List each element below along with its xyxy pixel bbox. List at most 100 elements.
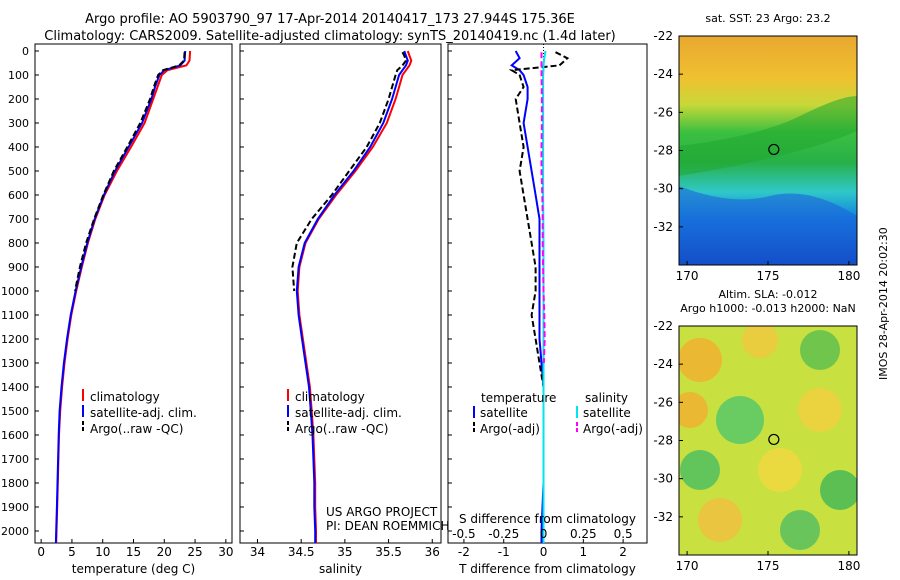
y-tick-label: -26 — [653, 105, 673, 119]
x-tick-label: 34 — [250, 545, 265, 559]
x-tick-label: 1 — [579, 545, 587, 559]
argo-location-marker — [768, 143, 780, 156]
y-tick-label: -26 — [653, 395, 673, 409]
sst-cold-patch — [679, 186, 857, 265]
annotation-project: US ARGO PROJECT — [326, 505, 438, 519]
argo-location-marker — [768, 433, 780, 446]
panel-differences: -2 -1 0 1 2 T difference from climatology temp… — [447, 43, 648, 576]
imos-timestamp: IMOS 28-Apr-2014 20:02:30 — [877, 227, 890, 380]
y-tick-label: 100 — [8, 69, 29, 82]
s-tick-label: 0.5 — [614, 527, 633, 541]
x-axis-label: salinity — [319, 562, 362, 576]
sla-blob — [680, 450, 720, 490]
legend-label: Argo(-adj) — [480, 422, 540, 436]
x-tick-label: 2 — [619, 545, 627, 559]
panel-frame — [34, 43, 233, 544]
x-tick-label: 170 — [676, 269, 699, 283]
panel-salinity: 34 34.5 35 35.5 36 salinity climatology satelli… — [239, 43, 449, 576]
series-line-1 — [508, 51, 570, 388]
x-tick-label: -1 — [498, 545, 510, 559]
series-line-3 — [540, 52, 546, 364]
x-tick-label: -2 — [458, 545, 470, 559]
y-tick-label: 800 — [8, 237, 29, 250]
y-tick-label: -32 — [653, 510, 673, 524]
legend-label: satellite-adj. clim. — [90, 406, 197, 420]
y-tick-label: 300 — [8, 117, 29, 130]
y-tick-label: 1700 — [1, 453, 29, 466]
x-axis-label: T difference from climatology — [458, 562, 636, 576]
y-tick-label: 1100 — [1, 309, 29, 322]
x-tick-label: 175 — [757, 559, 780, 573]
y-tick-label: 2000 — [1, 525, 29, 538]
sla-blob — [679, 392, 708, 428]
figure-title-line1: Argo profile: AO 5903790_97 17-Apr-2014 … — [85, 12, 575, 27]
y-tick-label: -30 — [653, 182, 673, 196]
y-tick-label: -24 — [653, 357, 673, 371]
y-tick-label: 1800 — [1, 477, 29, 490]
map-subtitle: Argo h1000: -0.013 h2000: NaN — [680, 302, 856, 315]
s-tick-label: 0.25 — [570, 527, 597, 541]
x-tick-label: 25 — [187, 545, 202, 559]
sla-blob — [798, 388, 842, 432]
y-tick-label: 1200 — [1, 333, 29, 346]
sla-blob — [758, 448, 802, 492]
x-tick-label: 180 — [837, 269, 860, 283]
y-tick-label: 1500 — [1, 405, 29, 418]
y-tick-label: -24 — [653, 67, 673, 81]
series-line-1 — [54, 50, 187, 544]
sla-blob — [716, 396, 764, 444]
y-tick-label: 400 — [8, 141, 29, 154]
y-tick-label: -32 — [653, 220, 673, 234]
y-tick-label: -22 — [653, 29, 673, 43]
x-tick-label: 15 — [126, 545, 141, 559]
x-tick-label: 180 — [837, 559, 860, 573]
x-tick-label: 36 — [425, 545, 440, 559]
map-title: sat. SST: 23 Argo: 23.2 — [705, 12, 830, 25]
panel-frame — [239, 43, 442, 544]
map-title: Altim. SLA: -0.012 — [718, 288, 817, 301]
y-tick-label: 1400 — [1, 381, 29, 394]
map-sla-map: 170 175 180 -22 -24 -26 -28 -30 -32 Altim. SLA: -… — [653, 288, 860, 573]
y-tick-label: 900 — [8, 261, 29, 274]
x-tick-label: 34.5 — [288, 545, 315, 559]
y-tick-label: 0 — [22, 45, 29, 58]
s-tick-label: 0 — [540, 527, 548, 541]
sla-blob — [820, 470, 857, 510]
y-tick-label: 1900 — [1, 501, 29, 514]
x-tick-label: 170 — [676, 559, 699, 573]
legend-label: climatology — [295, 390, 365, 404]
x-tick-label: 20 — [157, 545, 172, 559]
s-tick-label: -0.5 — [452, 527, 475, 541]
legend-title-salinity: salinity — [585, 391, 628, 405]
sst-green-band — [679, 96, 857, 176]
y-tick-label: -28 — [653, 434, 673, 448]
sla-blob — [679, 338, 722, 382]
x-axis-label: temperature (deg C) — [72, 562, 195, 576]
y-tick-label: 1300 — [1, 357, 29, 370]
sla-blob — [698, 498, 742, 542]
x-tick-label: 175 — [757, 269, 780, 283]
y-tick-label: -28 — [653, 144, 673, 158]
x-tick-label: 5 — [68, 545, 76, 559]
panel-temperature: 0 5 10 15 20 25 30 temperature (deg C) 0 100 200 30… — [1, 43, 233, 576]
legend-title-temperature: temperature — [481, 391, 556, 405]
series-line-2 — [74, 52, 186, 292]
x-tick-label: 30 — [218, 545, 233, 559]
legend-label: climatology — [90, 390, 160, 404]
y-tick-label: -30 — [653, 472, 673, 486]
series-line-2 — [291, 51, 408, 292]
y-tick-label: 600 — [8, 189, 29, 202]
map-sst-map: 170 175 180 -22 -24 -26 -28 -30 -32 sat. SST: 23 … — [653, 12, 860, 283]
legend-label: satellite-adj. clim. — [295, 406, 402, 420]
x-tick-label: 35 — [337, 545, 352, 559]
s-tick-label: -0.25 — [488, 527, 519, 541]
y-tick-label: 500 — [8, 165, 29, 178]
y-tick-label: 1000 — [1, 285, 29, 298]
x-tick-label: 35.5 — [375, 545, 402, 559]
s-axis-label: S difference from climatology — [459, 512, 636, 526]
legend-label: Argo(..raw -QC) — [295, 422, 388, 436]
figure-title-line2: Climatology: CARS2009. Satellite-adjuste… — [44, 29, 616, 44]
annotation-pi: PI: DEAN ROEMMICH — [326, 519, 449, 533]
x-tick-label: 0 — [540, 545, 548, 559]
